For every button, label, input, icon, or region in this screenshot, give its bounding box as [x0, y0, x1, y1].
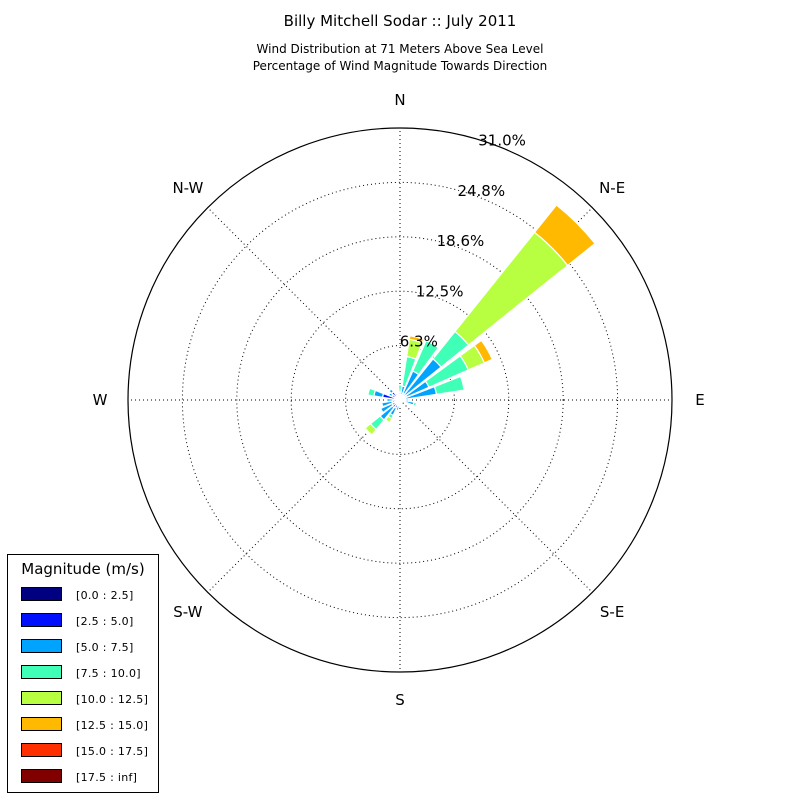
legend-swatch: [21, 743, 62, 757]
legend-label: [10.0 : 12.5]: [76, 693, 149, 706]
grid-spoke-225: [207, 399, 401, 593]
legend-title: Magnitude (m/s): [21, 560, 145, 578]
legend-label: [0.0 : 2.5]: [76, 589, 134, 602]
legend-item: [15.0 : 17.5]: [21, 743, 156, 758]
direction-label-s: S: [395, 691, 405, 709]
legend-item: [5.0 : 7.5]: [21, 639, 156, 654]
legend-swatch: [21, 587, 62, 601]
legend-label: [15.0 : 17.5]: [76, 745, 149, 758]
direction-label-n-w: N-W: [172, 179, 203, 197]
legend: Magnitude (m/s) [0.0 : 2.5] [2.5 : 5.0] [5…: [7, 554, 159, 793]
polar-outer-circle: [127, 127, 673, 673]
legend-swatch: [21, 691, 62, 705]
legend-swatch: [21, 769, 62, 783]
direction-label-e: E: [695, 391, 704, 409]
radial-tick-label-0: 6.3%: [400, 333, 438, 351]
legend-item: [17.5 : inf]: [21, 769, 156, 784]
legend-item: [10.0 : 12.5]: [21, 691, 156, 706]
direction-label-n-e: N-E: [599, 179, 625, 197]
direction-label-s-w: S-W: [173, 603, 202, 621]
rose-bar-105-bin-2: [403, 399, 415, 406]
chart-subtitle-line-1: Wind Distribution at 71 Meters Above Sea…: [256, 42, 544, 56]
wind-rose-bars: [364, 204, 596, 436]
legend-item: [7.5 : 10.0]: [21, 665, 156, 680]
legend-label: [12.5 : 15.0]: [76, 719, 149, 732]
legend-label: [2.5 : 5.0]: [76, 615, 134, 628]
radial-tick-label-2: 18.6%: [437, 232, 485, 250]
radial-tick-labels: 6.3% 12.5% 18.6% 24.8% 31.0%: [400, 132, 526, 351]
legend-swatch: [21, 613, 62, 627]
chart-subtitle-line-2: Percentage of Wind Magnitude Towards Dir…: [252, 59, 548, 73]
chart-title: Billy Mitchell Sodar :: July 2011: [283, 12, 517, 30]
radial-tick-label-1: 12.5%: [416, 282, 464, 300]
radial-tick-label-4: 31.0%: [478, 132, 526, 150]
legend-label: [7.5 : 10.0]: [76, 667, 141, 680]
legend-swatch: [21, 717, 62, 731]
legend-label: [5.0 : 7.5]: [76, 641, 134, 654]
radial-tick-label-3: 24.8%: [457, 182, 505, 200]
grid-ring-0: [345, 345, 455, 455]
grid-ring-2: [236, 236, 564, 564]
legend-swatch: [21, 665, 62, 679]
legend-label: [17.5 : inf]: [76, 771, 138, 784]
direction-label-w: W: [93, 391, 108, 409]
rose-bar-285-bin-2: [373, 389, 385, 399]
direction-labels: N N-E E S-E S S-W W N-W: [93, 91, 705, 709]
legend-swatch: [21, 639, 62, 653]
grid-spoke-315: [207, 207, 401, 401]
legend-item: [0.0 : 2.5]: [21, 587, 156, 602]
rose-bar-345-bin-0: [398, 396, 401, 401]
grid-ring-3: [181, 181, 619, 619]
direction-label-n: N: [394, 91, 405, 109]
legend-item: [12.5 : 15.0]: [21, 717, 156, 732]
grid-spoke-135: [399, 399, 593, 593]
legend-item: [2.5 : 5.0]: [21, 613, 156, 628]
direction-label-s-e: S-E: [600, 603, 624, 621]
